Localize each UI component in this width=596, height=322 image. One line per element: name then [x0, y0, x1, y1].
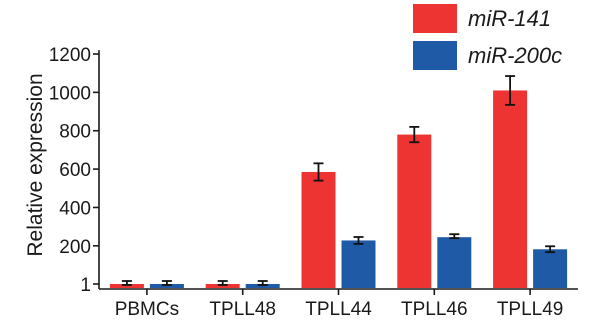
x-tick-label: PBMCs	[115, 299, 179, 320]
y-axis-title: Relative expression	[24, 73, 47, 256]
x-axis: PBMCs TPLL48 TPLL44 TPLL46 TPLL49	[99, 288, 578, 320]
y-tick-label: 800	[59, 122, 91, 143]
bar-mir-200c	[149, 284, 184, 288]
x-tick-label: TPLL49	[497, 299, 564, 320]
y-tick-label: 600	[59, 160, 91, 181]
y-tick-label: 1200	[49, 45, 91, 66]
y-tick-label: 1	[80, 275, 91, 296]
legend-label: miR-200c	[468, 43, 562, 68]
bar-mir-141	[397, 134, 432, 288]
bar-mir-200c	[437, 237, 472, 288]
legend-label: miR-141	[468, 6, 551, 31]
legend-swatch	[413, 4, 457, 33]
x-tick-label: TPLL46	[401, 299, 468, 320]
x-tick-label: TPLL44	[305, 299, 372, 320]
bar-mir-141	[205, 284, 240, 288]
x-tick-label: TPLL48	[209, 299, 276, 320]
bar-mir-200c	[341, 240, 376, 288]
bar-mir-200c	[245, 284, 280, 288]
y-tick-label: 1000	[49, 83, 91, 104]
bar-mir-200c	[533, 249, 568, 288]
legend: miR-141 miR-200c	[413, 4, 562, 70]
legend-swatch	[413, 41, 457, 70]
y-tick-label: 200	[59, 237, 91, 258]
bar-mir-141	[301, 171, 336, 288]
bar-mir-141	[109, 284, 144, 288]
y-tick-label: 400	[59, 198, 91, 219]
bars	[109, 75, 568, 288]
bar-mir-141	[493, 90, 528, 288]
